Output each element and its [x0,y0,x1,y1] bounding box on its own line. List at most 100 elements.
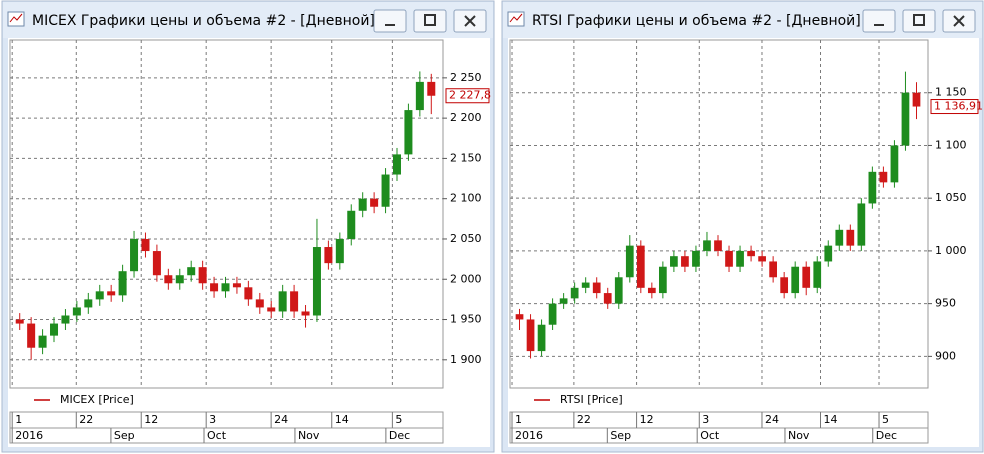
y-tick-label: 2 100 [450,192,482,205]
candle-body [198,267,207,284]
title-bar [503,2,982,38]
last-price-label: 2 227,8 [449,89,491,102]
candle-body [358,198,367,211]
close-glyph [953,15,965,27]
y-tick-label: 2 000 [450,272,482,285]
maximize-button[interactable] [413,9,447,33]
candle-body [879,171,888,183]
candle-body [758,256,766,262]
x-period-label: Dec [389,429,410,442]
candle-body [381,174,390,207]
maximize-glyph [913,14,925,26]
x-tick-label: 12 [144,413,158,426]
plot-area [509,39,929,389]
maximize-button[interactable] [902,9,936,33]
y-tick-label: 2 050 [450,232,482,245]
candle-body [603,293,612,304]
candle-body [244,287,253,300]
candle-body [857,203,866,246]
candle-body [324,247,333,264]
candle-body [692,250,700,267]
candle-body [636,245,645,288]
x-tick-label: 3 [209,413,216,426]
candle-body [703,240,711,251]
candle-body [107,291,116,296]
candle-body [118,271,127,296]
candle-body [592,282,601,294]
candle-body [278,291,287,312]
candle-body [912,92,921,107]
last-price-box [445,88,490,104]
candle-body [61,315,70,324]
candle-body [347,210,356,239]
x-tick-label: 22 [79,413,93,426]
minimize-button[interactable] [862,9,896,33]
y-tick-label: 1 100 [935,138,967,151]
candle-body [404,110,413,155]
y-tick-label: 2 250 [450,71,482,84]
candle-body [175,275,184,284]
candle-body [614,277,623,304]
candle-body [813,261,822,288]
candle-body [548,303,557,325]
x-period-label: Dec [876,429,897,442]
candle-body [232,283,241,288]
candle-body [670,256,678,267]
legend-label: MICEX [Price] [60,393,134,406]
candle-body [301,311,310,316]
candle-body [559,298,568,304]
last-price-label: 1 136,91 [934,100,983,113]
x-period-label: Nov [788,429,810,442]
candle-body [736,250,744,267]
candle-body [769,261,777,278]
x-period-label: 2016 [515,429,543,442]
x-tick-label: 24 [765,413,779,426]
legend-label: RTSI [Price] [560,393,623,406]
candle-body [747,250,755,257]
candle-body [647,287,656,294]
x-period-label: 2016 [15,429,43,442]
x-period-label: Nov [298,429,320,442]
x-tick-label: 14 [824,413,838,426]
minimize-button[interactable] [373,9,407,33]
candle-body [824,245,833,262]
y-tick-label: 1 050 [935,191,967,204]
candle-body [290,291,299,312]
y-tick-label: 2 200 [450,111,482,124]
candle-body [846,229,855,246]
candle-body [267,307,276,312]
candle-body [370,198,379,207]
x-tick-label: 24 [274,413,288,426]
candle-body [335,238,344,264]
candle-body [780,277,789,294]
candle-body [164,275,173,284]
x-tick-label: 1 [15,413,22,426]
y-tick-label: 900 [935,349,956,362]
title-bar [3,2,493,38]
candle-body [890,145,899,183]
x-tick-label: 3 [702,413,709,426]
candle-body [791,266,800,294]
x-period-label: Sep [610,429,631,442]
y-tick-label: 2 150 [450,151,482,164]
candle-body [38,335,47,348]
x-period-label: Sep [114,429,135,442]
candle-body [681,256,689,267]
x-tick-label: 14 [335,413,349,426]
close-glyph [464,15,476,27]
x-period-label: Oct [207,429,227,442]
candle-body [152,251,161,276]
candle-body [659,266,667,294]
candle-body [141,238,150,252]
candle-body [725,250,733,267]
window-title: MICEX Графики цены и объема #2 - [Дневно… [32,13,375,29]
candle-body [625,245,634,278]
candle-body [15,319,24,324]
x-period-label: Oct [700,429,720,442]
x-tick-label: 5 [882,413,889,426]
x-tick-label: 12 [640,413,654,426]
candle-body [802,266,811,288]
x-tick-label: 5 [395,413,402,426]
candle-body [427,81,436,96]
